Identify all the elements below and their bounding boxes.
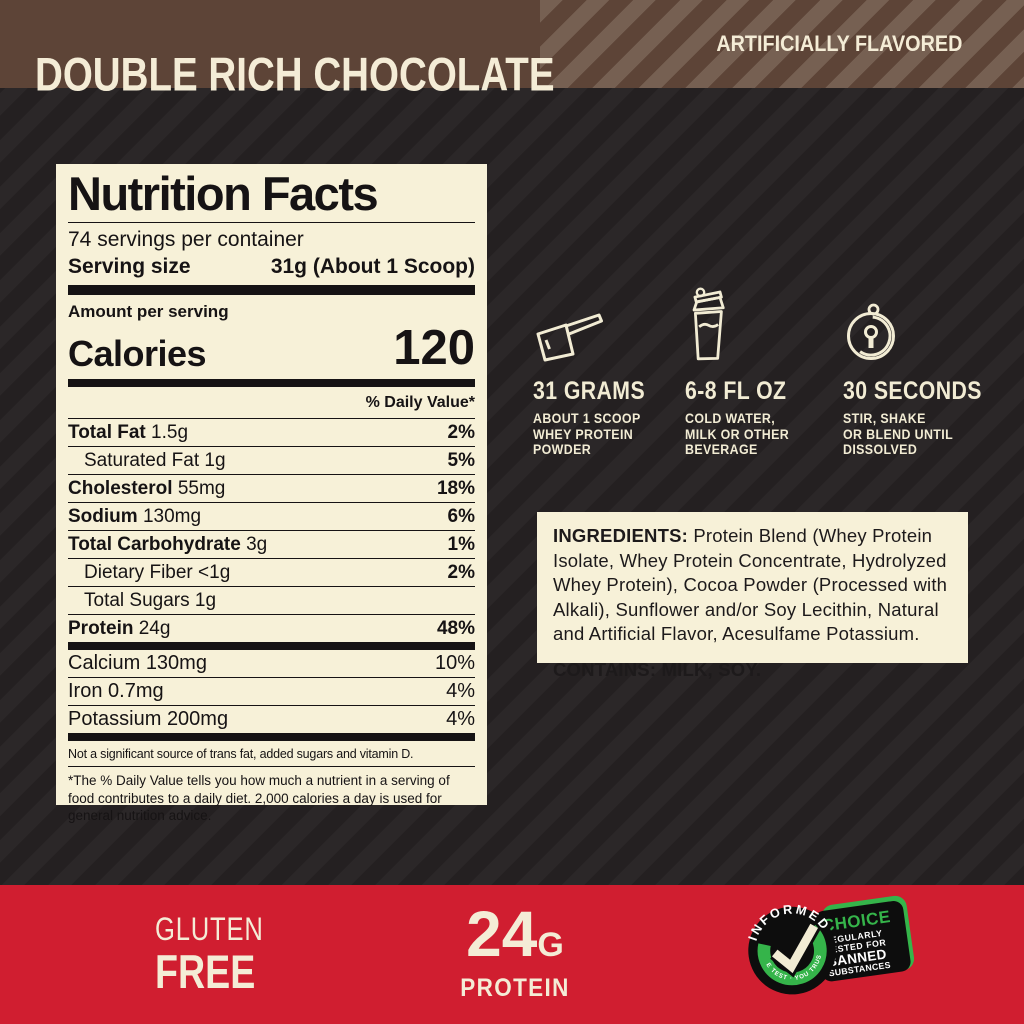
nutrition-facts-panel: Nutrition Facts 74 servings per containe…: [56, 164, 487, 823]
nutrient-row-total-carbohydrate: Total Carbohydrate 3g 1%: [68, 531, 475, 560]
nutrient-row-dietary-fiber: Dietary Fiber <1g 2%: [68, 559, 475, 588]
flavor-bar: DOUBLE RICH CHOCOLATE ARTIFICIALLY FLAVO…: [0, 0, 1024, 101]
nutrient-row-cholesterol: Cholesterol 55mg 18%: [68, 475, 475, 504]
protein-grams-value: 24: [466, 898, 538, 970]
protein-claim: 24G PROTEIN: [430, 902, 600, 1001]
instruction-detail: STIR, SHAKE OR BLEND UNTIL DISSOLVED: [843, 411, 954, 457]
allergen-contains-note: CONTAINS: MILK, SOY.: [553, 658, 762, 680]
serving-size-label: Serving size: [68, 254, 191, 278]
ingredients-text: Protein Blend (Whey Protein Isolate, Whe…: [553, 525, 948, 644]
thick-divider: [68, 642, 475, 651]
protein-grams-unit: G: [537, 926, 564, 964]
diagonal-stripes-decoration: [540, 0, 1024, 88]
gluten-free-claim: GLUTEN FREE: [155, 911, 264, 998]
informed-choice-badge: CHOICE REGULARLY TESTED FOR BANNED SUBST…: [737, 888, 916, 1010]
trans-fat-note: Not a significant source of trans fat, a…: [68, 741, 475, 768]
nutrition-facts-title: Nutrition Facts: [68, 170, 475, 223]
instruction-detail: COLD WATER, MILK OR OTHER BEVERAGE: [685, 411, 790, 457]
servings-per-container: 74 servings per container: [68, 227, 304, 251]
nutrient-row-total-fat: Total Fat 1.5g 2%: [68, 419, 475, 448]
nutrient-row-sodium: Sodium 130mg 6%: [68, 503, 475, 532]
daily-value-footnote: *The % Daily Value tells you how much a …: [68, 773, 450, 824]
mineral-row-iron: Iron 0.7mg 4%: [68, 678, 475, 707]
instruction-title: 6-8 FL OZ: [685, 377, 787, 405]
instruction-detail: ABOUT 1 SCOOP WHEY PROTEIN POWDER: [533, 411, 641, 457]
mineral-rows: Calcium 130mg 10% Iron 0.7mg 4% Potassiu…: [68, 650, 475, 733]
nutrient-row-protein: Protein 24g 48%: [68, 617, 475, 639]
footer-bar: GLUTEN FREE 24G PROTEIN CHOICE REGULARLY…: [0, 885, 1024, 1024]
instruction-liquid: 6-8 FL OZ COLD WATER, MILK OR OTHER BEVE…: [685, 283, 835, 458]
calories-row: Calories 120: [68, 322, 475, 380]
instruction-mix: 30 SECONDS STIR, SHAKE OR BLEND UNTIL DI…: [843, 283, 993, 458]
badge-plaque: [814, 901, 911, 982]
nutrient-rows: Total Fat 1.5g 2% Saturated Fat 1g 5% Ch…: [68, 419, 475, 642]
thick-divider: [68, 284, 475, 295]
artificially-flavored-note: ARTIFICIALLY FLAVORED: [715, 31, 962, 56]
ingredients-label: INGREDIENTS:: [553, 525, 688, 546]
mineral-row-potassium: Potassium 200mg 4%: [68, 708, 475, 731]
daily-value-header: % Daily Value*: [68, 387, 475, 420]
instruction-scoop: 31 GRAMS ABOUT 1 SCOOP WHEY PROTEIN POWD…: [533, 283, 683, 458]
calories-label: Calories: [68, 333, 207, 375]
calories-value: 120: [393, 320, 475, 375]
thick-divider: [68, 733, 475, 742]
instruction-title: 30 SECONDS: [843, 377, 982, 405]
shaker-bottle-icon: [685, 283, 835, 363]
instruction-title: 31 GRAMS: [533, 377, 646, 405]
amount-per-serving-label: Amount per serving: [68, 301, 229, 321]
badge-checkmark-icon: [771, 923, 818, 974]
nutrient-row-saturated-fat: Saturated Fat 1g 5%: [68, 447, 475, 476]
mineral-row-calcium: Calcium 130mg 10%: [68, 650, 475, 679]
scoop-icon: [533, 283, 683, 363]
ingredients-box: INGREDIENTS: Protein Blend (Whey Protein…: [537, 512, 968, 680]
nutrient-row-total-sugars: Total Sugars 1g: [68, 587, 475, 616]
serving-size-value: 31g (About 1 Scoop): [270, 254, 475, 278]
timer-icon: [843, 283, 993, 363]
thick-divider: [68, 379, 475, 388]
product-flavor-title: DOUBLE RICH CHOCOLATE: [35, 47, 555, 101]
protein-label: PROTEIN: [460, 974, 570, 1002]
serving-size-row: Serving size 31g (About 1 Scoop): [68, 253, 475, 285]
